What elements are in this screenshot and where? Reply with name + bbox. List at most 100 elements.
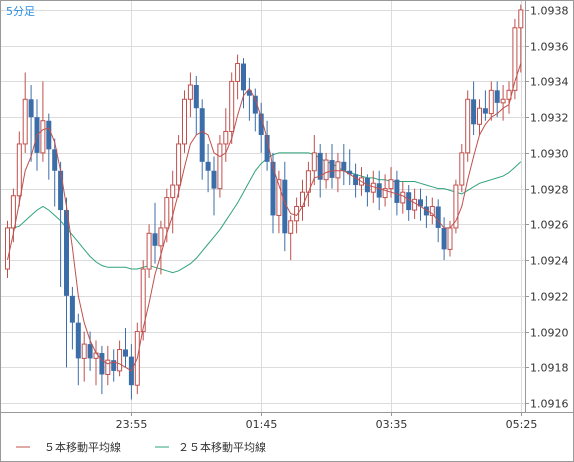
candle-body-up bbox=[182, 98, 187, 145]
candle-body-down bbox=[205, 161, 211, 171]
candle-body-down bbox=[58, 170, 64, 211]
candle-body-down bbox=[270, 161, 276, 216]
y-tick-label: 1.0930 bbox=[530, 148, 569, 161]
y-axis: 1.0916 1.0918 1.0920 1.0922 1.0924 1.0926 1.09… bbox=[525, 5, 569, 411]
candle-body-up bbox=[447, 227, 453, 250]
candle-body-down bbox=[264, 135, 270, 162]
candle-body-down bbox=[64, 210, 69, 296]
candle-body-up bbox=[488, 89, 494, 115]
candle-body-up bbox=[22, 98, 28, 145]
y-tick-label: 1.0920 bbox=[530, 327, 569, 340]
candle-body-down bbox=[406, 192, 412, 211]
candle-body-down bbox=[52, 149, 58, 171]
candle-body-down bbox=[99, 353, 105, 375]
y-tick-label: 1.0926 bbox=[530, 219, 569, 232]
y-tick-label: 1.0936 bbox=[530, 41, 569, 54]
y-tick-label: 1.0922 bbox=[530, 291, 569, 304]
y-tick-label: 1.0938 bbox=[530, 5, 569, 18]
candle-body-up bbox=[117, 348, 123, 372]
candle-body-up bbox=[388, 179, 394, 190]
candle-body-down bbox=[258, 113, 264, 136]
candle-body-down bbox=[341, 161, 347, 171]
ma5-line bbox=[7, 63, 522, 372]
legend: ５本移動平均線 ２５本移動平均線 bbox=[16, 440, 266, 454]
candle-body-up bbox=[429, 206, 435, 216]
candle-body-up bbox=[400, 191, 406, 204]
candle-body-up bbox=[459, 152, 465, 186]
candle-body-down bbox=[435, 206, 441, 228]
timeframe-label: 5分足 bbox=[6, 5, 35, 18]
candle-body-down bbox=[199, 108, 205, 162]
candle-body-up bbox=[294, 206, 300, 222]
candle-body-down bbox=[394, 179, 400, 203]
candle-body-up bbox=[10, 195, 16, 229]
candle-body-up bbox=[465, 98, 471, 154]
legend-ma25-label: ２５本移動平均線 bbox=[178, 440, 266, 454]
y-tick-label: 1.0916 bbox=[530, 398, 569, 411]
candle-body-down bbox=[241, 63, 246, 91]
candle-body-down bbox=[353, 174, 359, 186]
candle-body-down bbox=[471, 99, 477, 125]
ma25-line bbox=[7, 152, 522, 274]
candle-body-up bbox=[223, 130, 229, 145]
candle-body-up bbox=[235, 63, 241, 82]
legend-ma5-label: ５本移動平均線 bbox=[44, 440, 121, 454]
candle-body-up bbox=[140, 268, 146, 333]
candle-body-up bbox=[323, 159, 329, 181]
candle-body-up bbox=[40, 120, 46, 154]
candle-body-down bbox=[46, 120, 52, 150]
candle-body-up bbox=[412, 198, 418, 211]
candle-body-up bbox=[187, 84, 193, 100]
candle-body-down bbox=[252, 95, 258, 114]
candle-body-down bbox=[193, 84, 199, 109]
x-tick-label: 01:45 bbox=[246, 418, 278, 431]
candle-body-down bbox=[441, 227, 447, 250]
y-tick-label: 1.0934 bbox=[530, 76, 569, 89]
x-axis: 23:55 01:45 03:35 05:25 bbox=[116, 412, 538, 431]
candle-body-down bbox=[317, 152, 323, 180]
candle-body-up bbox=[500, 98, 506, 104]
candle-body-down bbox=[28, 99, 34, 118]
x-tick-label: 05:25 bbox=[506, 418, 538, 431]
candle-body-down bbox=[87, 344, 93, 359]
y-tick-label: 1.0924 bbox=[530, 255, 569, 268]
candle-body-up bbox=[335, 161, 341, 179]
candle-body-up bbox=[477, 107, 482, 125]
candle-body-up bbox=[5, 227, 10, 270]
candle-body-down bbox=[69, 295, 75, 323]
candle-body-down bbox=[376, 183, 382, 198]
candle-body-down bbox=[211, 170, 217, 189]
candle-body-up bbox=[229, 80, 235, 132]
candle-body-down bbox=[111, 360, 117, 371]
candle-body-up bbox=[158, 227, 164, 247]
ma5-series bbox=[7, 63, 522, 372]
candle-body-up bbox=[518, 9, 524, 29]
y-tick-label: 1.0928 bbox=[530, 184, 569, 197]
candle-body-up bbox=[146, 232, 152, 270]
candle-body-up bbox=[105, 359, 111, 375]
candle-body-down bbox=[152, 233, 158, 246]
candle-body-down bbox=[123, 349, 128, 357]
candle-body-up bbox=[81, 343, 87, 359]
x-tick-label: 03:35 bbox=[376, 418, 408, 431]
candle-body-up bbox=[276, 179, 282, 216]
candle-body-down bbox=[482, 108, 488, 114]
candle-body-up bbox=[311, 152, 317, 172]
candle-body-down bbox=[494, 90, 500, 103]
candle-body-down bbox=[418, 199, 423, 207]
candle-body-up bbox=[382, 188, 388, 199]
candle-body-down bbox=[347, 170, 353, 175]
candle-body-up bbox=[512, 27, 518, 91]
candle-body-up bbox=[170, 184, 176, 199]
candle-body-up bbox=[93, 352, 99, 359]
candle-body-down bbox=[75, 322, 81, 359]
y-tick-label: 1.0932 bbox=[530, 112, 569, 125]
candle-body-up bbox=[288, 220, 294, 234]
candle-body-up bbox=[176, 143, 182, 186]
x-tick-label: 23:55 bbox=[116, 418, 148, 431]
candle-body-down bbox=[423, 206, 429, 216]
candle-body-up bbox=[164, 197, 170, 229]
y-tick-label: 1.0918 bbox=[530, 362, 569, 375]
ma25-series bbox=[7, 152, 522, 274]
